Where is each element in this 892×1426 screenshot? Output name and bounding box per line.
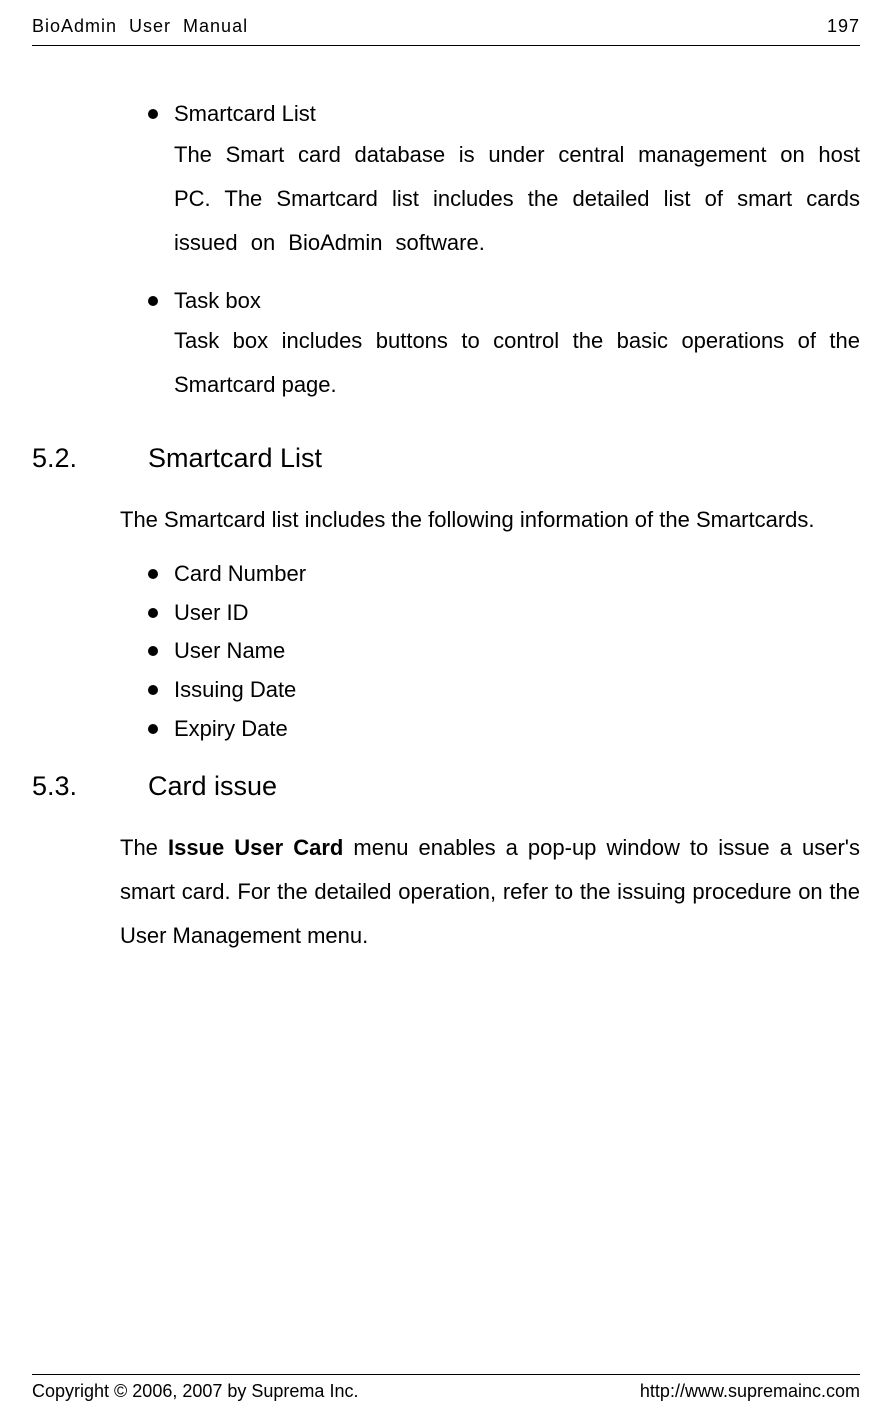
section-53-para: The Issue User Card menu enables a pop-u… [120, 826, 860, 958]
bullet-body: The Smart card database is under central… [174, 133, 860, 265]
header-page-number: 197 [827, 16, 860, 37]
section-number: 5.3. [32, 771, 148, 802]
bullet-content: Task box Task box includes buttons to co… [174, 287, 860, 416]
header-rule [32, 45, 860, 46]
header-title: BioAdmin User Manual [32, 16, 248, 37]
list-item-label: Issuing Date [174, 676, 296, 705]
footer-url: http://www.supremainc.com [640, 1381, 860, 1402]
list-item: Expiry Date [148, 715, 860, 744]
bullet-content: Smartcard List The Smart card database i… [174, 100, 860, 273]
list-item: Smartcard List The Smart card database i… [148, 100, 860, 273]
list-item: User ID [148, 599, 860, 628]
page-header: BioAdmin User Manual 197 [32, 16, 860, 37]
list-item-label: User Name [174, 637, 285, 666]
list-item: Task box Task box includes buttons to co… [148, 287, 860, 416]
page-content: Smartcard List The Smart card database i… [32, 100, 860, 958]
bullet-head: Task box [174, 287, 860, 316]
list-item-label: Expiry Date [174, 715, 288, 744]
section-title: Card issue [148, 771, 277, 802]
list-item-label: Card Number [174, 560, 306, 589]
section-title: Smartcard List [148, 443, 322, 474]
para-pre: The [120, 835, 168, 860]
section-heading-52: 5.2. Smartcard List [32, 443, 860, 474]
list-item: Issuing Date [148, 676, 860, 705]
section-52-list: Card Number User ID User Name Issuing Da… [148, 560, 860, 743]
bullet-icon [148, 608, 158, 618]
section-heading-53: 5.3. Card issue [32, 771, 860, 802]
bullet-body: Task box includes buttons to control the… [174, 319, 860, 407]
bullet-icon [148, 109, 158, 119]
footer-rule [32, 1374, 860, 1375]
bullet-icon [148, 724, 158, 734]
list-item-label: User ID [174, 599, 249, 628]
footer-row: Copyright © 2006, 2007 by Suprema Inc. h… [32, 1381, 860, 1402]
bullet-icon [148, 685, 158, 695]
bullet-icon [148, 296, 158, 306]
section-52-para: The Smartcard list includes the followin… [120, 498, 860, 542]
bullet-head: Smartcard List [174, 100, 860, 129]
bullet-icon [148, 646, 158, 656]
para-bold: Issue User Card [168, 835, 343, 860]
list-item: Card Number [148, 560, 860, 589]
top-bullet-list: Smartcard List The Smart card database i… [148, 100, 860, 415]
bullet-icon [148, 569, 158, 579]
footer-copyright: Copyright © 2006, 2007 by Suprema Inc. [32, 1381, 358, 1402]
list-item: User Name [148, 637, 860, 666]
document-page: BioAdmin User Manual 197 Smartcard List … [0, 0, 892, 1426]
section-number: 5.2. [32, 443, 148, 474]
page-footer: Copyright © 2006, 2007 by Suprema Inc. h… [32, 1374, 860, 1402]
